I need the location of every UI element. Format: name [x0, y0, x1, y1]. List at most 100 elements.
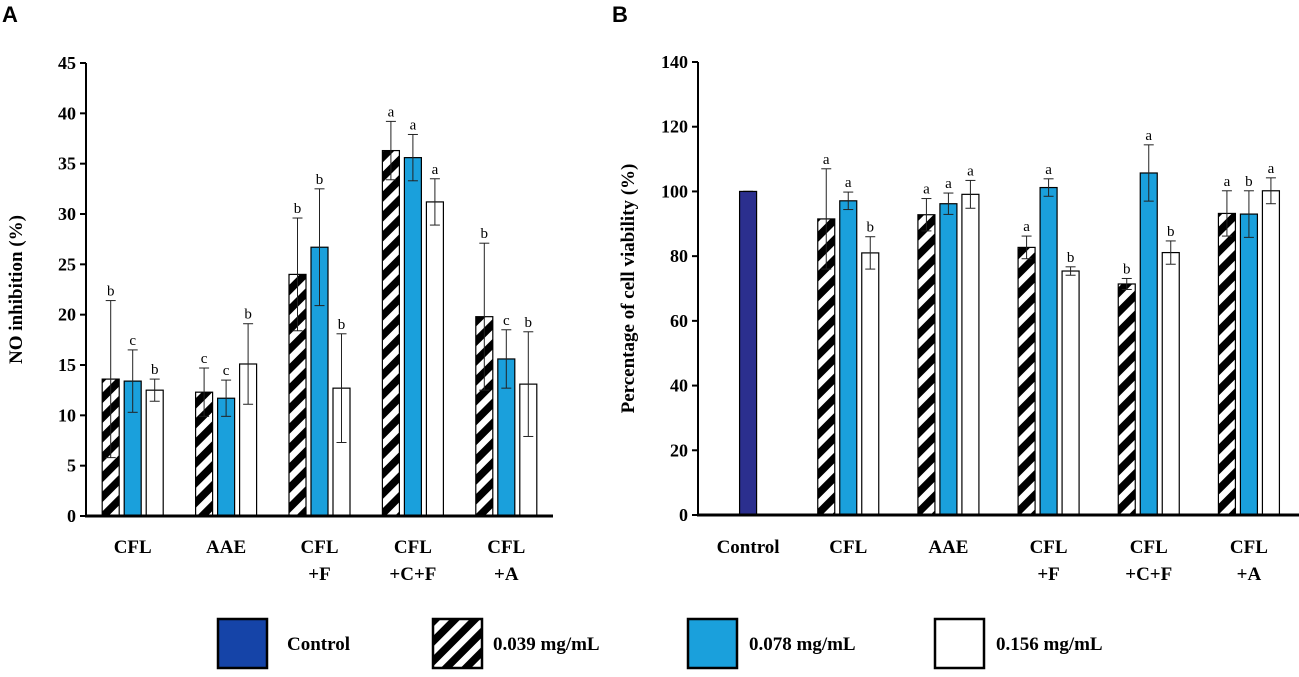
category-label: +C+F	[1125, 564, 1172, 585]
legend-swatch-blue	[686, 617, 739, 670]
category-label: CFL	[301, 537, 339, 558]
significance-letter: c	[223, 363, 230, 379]
bar-white	[861, 252, 880, 516]
y-tick-label: 80	[670, 246, 688, 266]
y-axis-label: NO inhibition (%)	[6, 215, 27, 364]
category-label: CFL	[1030, 537, 1068, 558]
significance-letter: a	[1268, 161, 1275, 177]
category-label: CFL	[1230, 537, 1268, 558]
y-tick-label: 40	[670, 376, 688, 396]
significance-letter: a	[432, 162, 439, 178]
significance-letter: b	[481, 226, 489, 242]
legend: Control 0.039 mg/mL 0.078 mg/mL 0.156 mg/mL	[216, 617, 1103, 670]
category-label: CFL	[829, 537, 867, 558]
bar-hatch	[1017, 246, 1036, 516]
category-label: CFL	[1130, 537, 1168, 558]
legend-swatch-control	[216, 617, 269, 670]
significance-letter: a	[823, 152, 830, 168]
significance-letter: b	[1167, 224, 1175, 240]
significance-letter: b	[107, 284, 115, 300]
bar-white	[1261, 190, 1281, 516]
y-tick-label: 140	[661, 52, 688, 72]
bar-white	[1161, 251, 1180, 516]
category-label: +F	[1037, 564, 1059, 585]
significance-letter: c	[129, 333, 136, 349]
y-tick-label: 120	[661, 117, 688, 137]
significance-letter: b	[1245, 174, 1253, 190]
y-tick-label: 40	[58, 103, 76, 123]
y-tick-label: 20	[58, 305, 76, 325]
category-label: +A	[1237, 564, 1262, 585]
y-tick-label: 100	[661, 181, 688, 201]
significance-letter: c	[503, 313, 510, 329]
significance-letter: a	[845, 175, 852, 191]
y-tick-label: 35	[58, 154, 76, 174]
bar-blue	[1139, 172, 1158, 516]
significance-letter: b	[525, 315, 533, 331]
category-label: AAE	[928, 537, 968, 558]
panel-label-b: B	[612, 2, 628, 27]
legend-label: 0.039 mg/mL	[493, 634, 600, 655]
legend-label: 0.156 mg/mL	[996, 634, 1103, 655]
significance-letter: b	[151, 362, 159, 378]
category-label: +A	[494, 564, 519, 585]
bar-white	[961, 193, 980, 516]
y-axis-label: Percentage of cell viability (%)	[618, 164, 639, 414]
y-tick-label: 15	[58, 355, 76, 375]
significance-letter: a	[1145, 128, 1152, 144]
category-label: CFL	[487, 537, 525, 558]
panel-label-a: A	[2, 2, 18, 27]
significance-letter: a	[1224, 174, 1231, 190]
significance-letter: a	[1045, 162, 1052, 178]
bar-white	[1061, 270, 1080, 516]
bar-hatch	[381, 149, 400, 517]
y-tick-label: 0	[679, 505, 688, 525]
category-label: CFL	[394, 537, 432, 558]
significance-letter: a	[388, 104, 395, 120]
legend-label: Control	[287, 634, 350, 655]
significance-letter: a	[923, 182, 930, 198]
significance-letter: b	[1123, 261, 1131, 277]
bar-blue	[1039, 186, 1058, 516]
significance-letter: a	[1023, 219, 1030, 235]
bar-blue	[839, 200, 858, 516]
category-label: CFL	[114, 537, 152, 558]
bar-blue	[1239, 213, 1259, 516]
significance-letter: b	[867, 220, 875, 236]
y-tick-label: 20	[670, 440, 688, 460]
y-tick-label: 60	[670, 311, 688, 331]
chart-b: 0 20 40 60 80 100 120 140 Percentage of cell via…	[618, 52, 1299, 585]
y-tick-label: 25	[58, 254, 76, 274]
category-label-control: Control	[717, 537, 780, 558]
legend-label: 0.078 mg/mL	[749, 634, 856, 655]
bar-hatch	[917, 214, 936, 516]
significance-letter: a	[945, 176, 952, 192]
bar-control	[738, 190, 758, 516]
legend-swatch-white	[933, 617, 986, 670]
bar-white	[145, 389, 164, 517]
bar-white	[425, 201, 444, 517]
bar-blue	[939, 203, 958, 516]
significance-letter: b	[1067, 250, 1075, 266]
significance-letter: c	[201, 351, 208, 367]
y-tick-label: 0	[67, 506, 76, 526]
significance-letter: a	[410, 117, 417, 133]
significance-letter: b	[338, 317, 346, 333]
y-tick-label: 45	[58, 53, 76, 73]
category-label: +C+F	[389, 564, 436, 585]
category-label: AAE	[206, 537, 246, 558]
bar-hatch	[1117, 283, 1136, 516]
significance-letter: b	[244, 307, 252, 323]
category-label: +F	[308, 564, 330, 585]
bar-hatch	[1217, 212, 1237, 516]
y-tick-label: 30	[58, 204, 76, 224]
significance-letter: b	[294, 201, 302, 217]
significance-letter: a	[967, 163, 974, 179]
significance-letter: b	[316, 172, 324, 188]
y-tick-label: 10	[58, 405, 76, 425]
bar-blue	[403, 157, 422, 517]
legend-swatch-hatch	[431, 617, 484, 670]
y-tick-label: 5	[67, 456, 76, 476]
